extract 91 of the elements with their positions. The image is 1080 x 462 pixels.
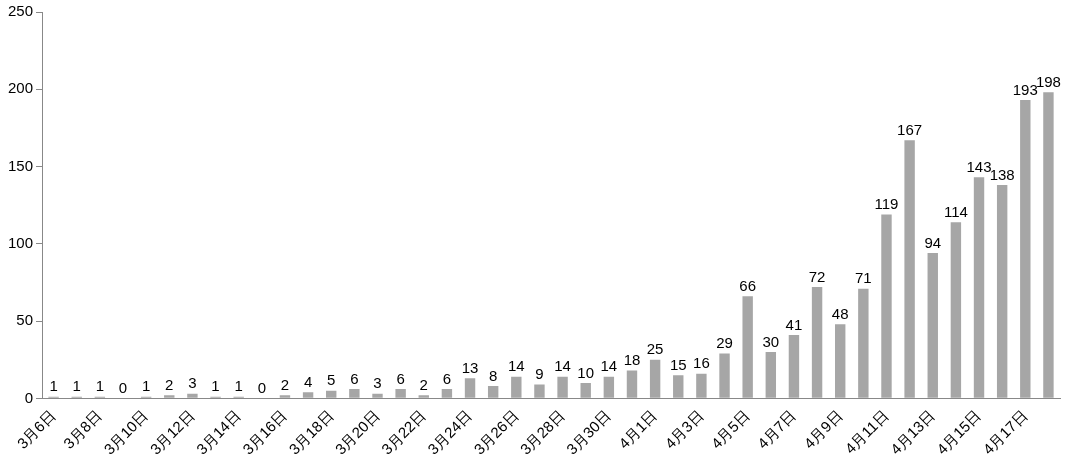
x-tick-label: 4月1日 <box>615 406 661 452</box>
bar <box>881 214 892 398</box>
bar <box>765 352 777 398</box>
data-label: 16 <box>693 354 710 372</box>
bar <box>395 389 406 398</box>
data-label: 9 <box>535 365 544 383</box>
data-label: 8 <box>489 366 498 384</box>
data-label: 14 <box>554 357 571 375</box>
bar <box>673 375 684 398</box>
data-label: 143 <box>966 158 992 175</box>
data-label: 18 <box>623 351 641 369</box>
data-label: 1 <box>211 377 220 395</box>
y-tick-label: 100 <box>8 233 34 251</box>
data-label: 5 <box>327 371 336 389</box>
data-label: 193 <box>1012 80 1038 98</box>
y-tick-label: 0 <box>24 388 34 406</box>
bar <box>418 395 429 398</box>
bar <box>835 324 846 398</box>
bar <box>788 335 800 398</box>
bar <box>626 370 638 398</box>
bar <box>1043 92 1054 398</box>
bar <box>996 185 1008 398</box>
data-label: 41 <box>785 315 803 333</box>
data-label: 13 <box>461 358 479 376</box>
data-label: 167 <box>897 120 923 138</box>
bar <box>557 376 568 398</box>
bar <box>534 384 545 398</box>
data-label: 1 <box>72 377 81 395</box>
data-label: 14 <box>600 357 618 375</box>
data-label: 6 <box>442 369 452 387</box>
data-label: 25 <box>646 340 664 358</box>
bar <box>464 378 476 398</box>
bar <box>372 393 383 398</box>
data-label: 14 <box>507 357 525 375</box>
bar <box>696 373 707 398</box>
data-label: 1 <box>95 377 105 395</box>
bar <box>187 393 198 398</box>
bar <box>580 382 591 398</box>
bar <box>326 390 337 398</box>
data-label: 1 <box>49 377 58 395</box>
y-tick-label: 150 <box>8 156 34 174</box>
bar <box>973 177 985 398</box>
data-label: 66 <box>739 277 757 294</box>
data-label: 3 <box>373 374 382 392</box>
data-label: 0 <box>118 379 128 396</box>
data-label: 71 <box>855 269 872 287</box>
x-tick-label: 4月7日 <box>753 406 799 452</box>
bar <box>279 395 291 398</box>
y-tick-label: 250 <box>8 2 34 20</box>
data-label: 2 <box>165 375 174 393</box>
bar <box>1020 100 1031 398</box>
bar <box>441 389 453 398</box>
bar <box>950 222 962 398</box>
data-label: 3 <box>188 374 197 392</box>
data-label: 2 <box>419 375 428 393</box>
data-label: 6 <box>396 369 405 387</box>
bar <box>603 376 615 398</box>
bar <box>511 376 522 398</box>
x-tick-label: 3月6日 <box>13 406 59 452</box>
data-label: 0 <box>257 379 266 396</box>
bar <box>927 253 938 398</box>
bar <box>742 296 753 398</box>
data-label: 94 <box>924 233 942 251</box>
data-label: 119 <box>874 195 899 213</box>
data-label: 10 <box>577 363 595 381</box>
bar <box>302 392 314 398</box>
bar <box>719 353 730 398</box>
bar <box>904 140 915 398</box>
data-label: 29 <box>716 334 733 352</box>
data-label: 30 <box>762 332 780 350</box>
bar <box>811 287 823 398</box>
y-tick-label: 200 <box>8 79 34 97</box>
bar <box>649 359 661 398</box>
x-tick-label: 4月3日 <box>661 406 707 452</box>
x-tick-label: 4月9日 <box>800 406 846 452</box>
data-label: 48 <box>831 304 849 322</box>
data-label: 4 <box>303 372 313 390</box>
data-label: 72 <box>808 267 826 285</box>
bar <box>487 386 499 398</box>
x-tick-label: 3月8日 <box>59 406 105 452</box>
data-label: 114 <box>943 202 968 220</box>
y-tick-label: 50 <box>16 311 34 329</box>
data-label: 1 <box>141 377 151 395</box>
bar <box>164 395 175 398</box>
data-label: 1 <box>234 377 243 395</box>
data-label: 2 <box>280 375 290 393</box>
bar <box>349 389 360 398</box>
bar <box>858 288 869 398</box>
x-tick-label: 4月5日 <box>707 406 753 452</box>
data-label: 6 <box>350 369 359 387</box>
data-label: 15 <box>669 355 687 373</box>
